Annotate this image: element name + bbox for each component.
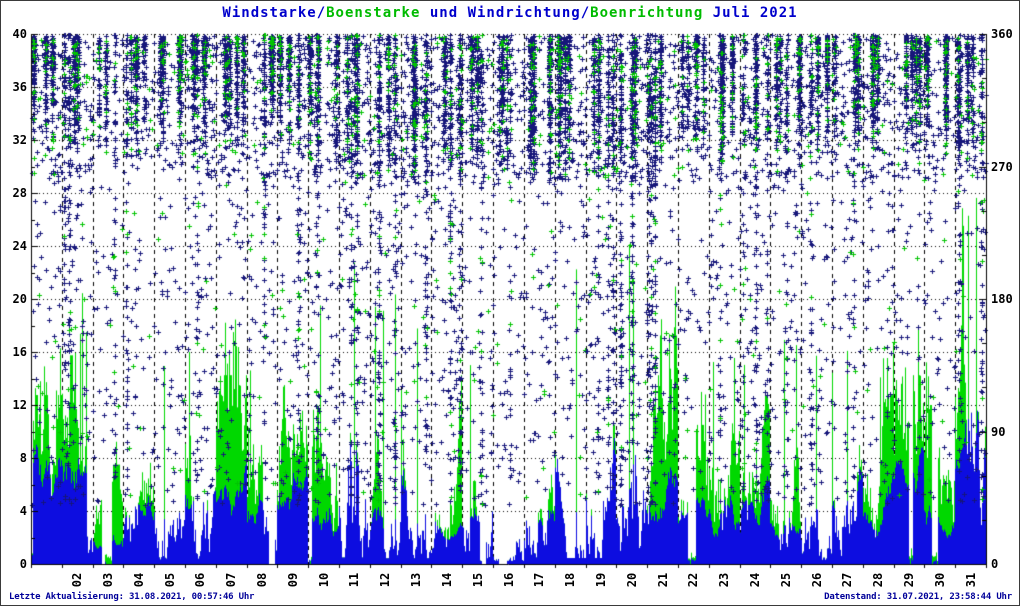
day-axis-tick-label: 16 — [501, 572, 516, 588]
data-timestamp-text: Datenstand: 31.07.2021, 23:58:44 Uhr — [824, 592, 1012, 602]
day-axis-tick-label: 19 — [593, 572, 608, 588]
left-axis-tick-label: 40 — [12, 27, 27, 41]
right-axis-tick-label: 90 — [991, 424, 1006, 439]
right-axis-tick-label: 180 — [991, 292, 1013, 306]
chart-title-segment-3: Boenrichtung — [590, 5, 704, 21]
chart-title-segment-0: Windstarke/ — [222, 5, 327, 21]
left-axis-tick-label: 12 — [12, 398, 27, 412]
day-axis-tick-label: 14 — [439, 572, 454, 588]
right-axis-tick-label: 360 — [991, 27, 1013, 41]
day-axis-tick-label: 22 — [686, 572, 701, 588]
chart-title-segment-4: Juli 2021 — [703, 5, 798, 21]
day-axis-tick-label: 15 — [470, 572, 485, 588]
left-axis-tick-label: 24 — [12, 239, 27, 253]
day-axis-tick-label: 25 — [778, 572, 793, 588]
day-axis-tick-label: 23 — [717, 572, 732, 588]
left-axis-tick-label: 20 — [12, 292, 27, 306]
day-axis-tick-label: 20 — [624, 572, 639, 588]
day-axis-tick-label: 10 — [316, 572, 331, 588]
day-axis-tick-label: 08 — [255, 572, 270, 588]
right-axis-tick-label: 270 — [991, 159, 1013, 174]
left-axis-tick-label: 32 — [12, 133, 27, 147]
left-axis-tick-label: 16 — [12, 345, 27, 359]
day-axis-tick-label: 09 — [285, 572, 300, 588]
left-axis-tick-label: 8 — [19, 451, 27, 465]
left-axis-tick-label: 4 — [19, 504, 27, 518]
day-axis-tick-label: 18 — [563, 572, 578, 588]
day-axis-tick-label: 26 — [809, 572, 824, 588]
day-axis-tick-label: 12 — [378, 572, 393, 588]
last-update-text: Letzte Aktualisierung: 31.08.2021, 00:57… — [9, 592, 255, 602]
day-axis-tick-label: 21 — [655, 572, 670, 588]
day-axis-tick-label: 24 — [747, 572, 762, 588]
left-axis-tick-label: 36 — [12, 80, 27, 94]
day-axis-tick-label: 13 — [409, 572, 424, 588]
day-axis-tick-label: 11 — [347, 572, 362, 588]
chart-title: Windstarke/Boenstarke und Windrichtung/B… — [1, 5, 1019, 21]
left-axis-tick-label: 0 — [19, 557, 27, 571]
left-axis-tick-label: 28 — [12, 186, 27, 200]
day-axis-tick-label: 17 — [532, 572, 547, 588]
chart-title-segment-1: Boenstarke — [326, 5, 421, 21]
chart-title-segment-2: und Windrichtung/ — [420, 5, 591, 21]
right-axis-tick-label: 0 — [991, 557, 999, 571]
